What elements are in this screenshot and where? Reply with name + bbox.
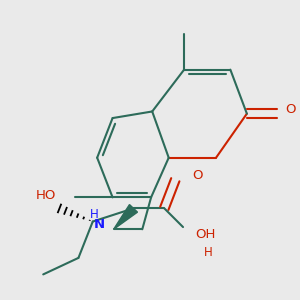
Text: O: O: [285, 103, 296, 116]
Text: H: H: [204, 246, 213, 259]
Text: OH: OH: [195, 228, 215, 241]
Text: N: N: [94, 218, 105, 231]
Text: HO: HO: [36, 189, 56, 202]
Text: O: O: [192, 169, 202, 182]
Polygon shape: [114, 205, 137, 229]
Text: H: H: [89, 208, 98, 221]
